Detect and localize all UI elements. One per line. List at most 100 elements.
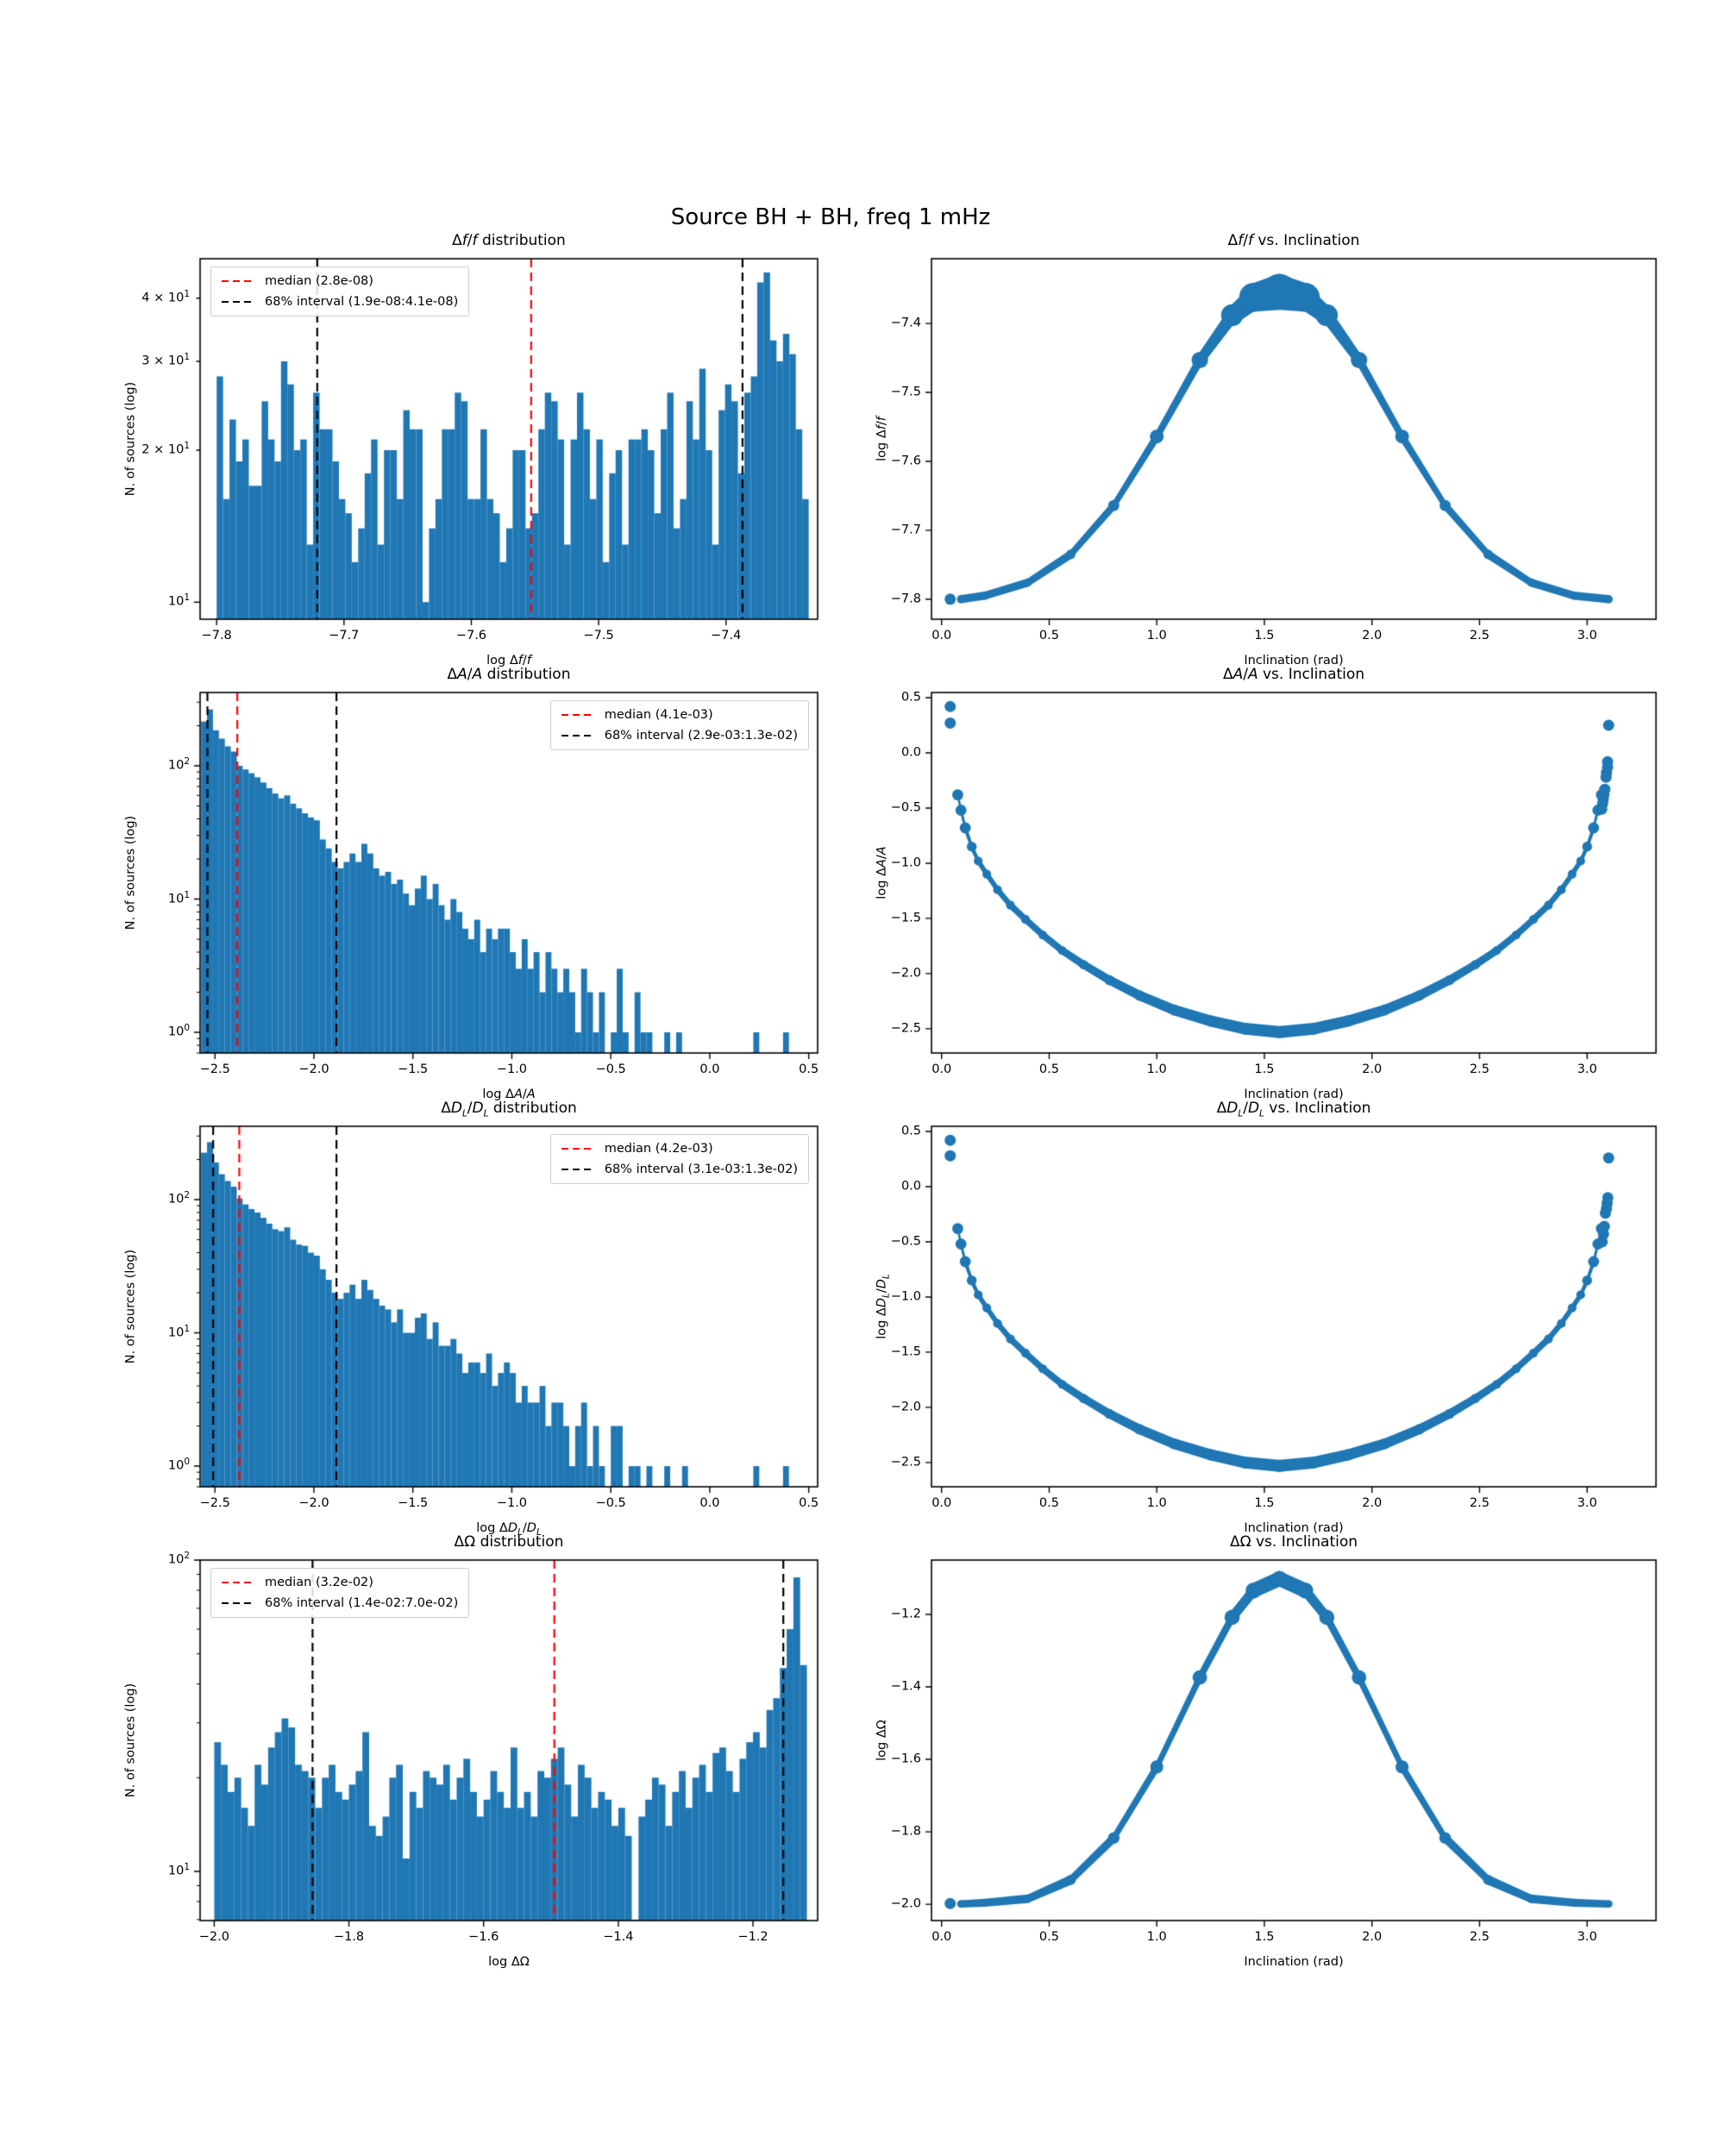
x-tick-label: −1.5	[398, 1062, 429, 1076]
legend-interval-entry: 68% interval (1.4e-02:7.0e-02)	[222, 1596, 458, 1610]
x-tick-label: 2.5	[1469, 629, 1490, 642]
interval-dash-sample	[222, 1601, 254, 1605]
legend-interval-entry: 68% interval (3.1e-03:1.3e-02)	[561, 1163, 798, 1176]
x-tick-label: 0.0	[699, 1496, 720, 1510]
x-axis-label: log ΔA/A	[482, 1087, 536, 1101]
y-tick-label: 101	[167, 592, 190, 609]
y-axis-label: N. of sources (log)	[123, 1249, 138, 1364]
y-tick-label: −1.2	[890, 1607, 921, 1621]
x-tick-label: −1.4	[603, 1930, 634, 1944]
y-tick-label: −1.5	[890, 911, 921, 925]
subplot-title: ΔΩ vs. Inclination	[1229, 1533, 1358, 1551]
y-tick-label: 0.5	[900, 690, 921, 705]
x-tick-label: −1.0	[496, 1062, 528, 1076]
median-dash-sample	[561, 1147, 594, 1150]
x-tick-label: 3.0	[1577, 1062, 1597, 1076]
x-tick-label: −7.4	[711, 629, 742, 642]
x-axis-label: Inclination (rad)	[1244, 1521, 1344, 1535]
y-tick-label: 101	[167, 1323, 190, 1340]
legend-median-entry: median (3.2e-02)	[222, 1576, 458, 1589]
subplot-title: ΔDL/DL vs. Inclination	[1216, 1100, 1371, 1119]
y-axis-label: log ΔA/A	[875, 846, 889, 899]
x-tick-label: 2.0	[1362, 629, 1383, 642]
y-tick-label: −7.8	[890, 592, 921, 606]
median-dash-sample	[222, 279, 254, 283]
y-axis-label: log ΔΩ	[875, 1720, 889, 1761]
y-tick-label: 3 × 101	[141, 351, 190, 368]
interval-dash-sample	[561, 734, 594, 737]
x-axis-label: log ΔΩ	[488, 1955, 530, 1969]
y-axis-label: N. of sources (log)	[123, 1683, 138, 1798]
y-axis-label: log Δf/f	[875, 417, 889, 461]
legend-label: median (3.2e-02)	[265, 1576, 373, 1589]
interval-dash-sample	[222, 300, 254, 304]
x-tick-label: 0.5	[1038, 1496, 1059, 1510]
y-tick-label: −2.5	[890, 1455, 921, 1470]
y-tick-label: −2.5	[890, 1021, 921, 1036]
x-tick-label: 0.0	[932, 1930, 952, 1944]
y-axis-label: N. of sources (log)	[123, 381, 138, 497]
x-tick-label: 0.5	[1038, 1062, 1059, 1076]
subplot-title: Δf/f vs. Inclination	[1227, 232, 1360, 249]
legend-label: 68% interval (2.9e-03:1.3e-02)	[604, 729, 798, 743]
subplot-title: ΔA/A distribution	[447, 666, 571, 683]
x-tick-label: 1.0	[1146, 1062, 1167, 1076]
legend: median (4.2e-03) 68% interval (3.1e-03:1.…	[549, 1134, 809, 1184]
x-tick-label: 1.5	[1254, 1496, 1275, 1510]
y-tick-label: −2.0	[890, 1400, 921, 1414]
x-axis-label: log ΔDL/DL	[476, 1521, 542, 1538]
y-tick-label: −7.5	[890, 385, 921, 399]
y-tick-label: −1.6	[890, 1752, 921, 1766]
x-tick-label: 1.0	[1146, 1930, 1167, 1944]
x-tick-label: −7.5	[583, 629, 614, 642]
legend-label: median (2.8e-08)	[265, 274, 373, 288]
x-tick-label: −1.2	[737, 1930, 768, 1944]
x-tick-label: 2.5	[1469, 1496, 1490, 1510]
x-tick-label: 0.5	[1038, 1930, 1059, 1944]
x-tick-label: −1.5	[398, 1496, 429, 1510]
x-tick-label: 1.5	[1254, 629, 1275, 642]
interval-dash-sample	[561, 1168, 594, 1171]
legend-median-entry: median (2.8e-08)	[222, 274, 458, 288]
legend: median (2.8e-08) 68% interval (1.9e-08:4.…	[210, 266, 470, 317]
y-tick-label: 0.0	[900, 745, 921, 760]
y-tick-label: −2.0	[890, 966, 921, 981]
y-tick-label: 102	[167, 1550, 190, 1567]
legend-median-entry: median (4.1e-03)	[561, 708, 798, 722]
x-tick-label: −7.8	[201, 629, 232, 642]
y-tick-label: −0.5	[890, 800, 921, 815]
x-tick-label: 3.0	[1577, 629, 1597, 642]
x-tick-label: 0.0	[932, 1496, 952, 1510]
y-tick-label: −1.0	[890, 856, 921, 870]
x-axis-label: Inclination (rad)	[1244, 654, 1344, 667]
x-tick-label: 3.0	[1577, 1496, 1597, 1510]
x-axis-label: Inclination (rad)	[1244, 1955, 1344, 1969]
y-tick-label: 101	[167, 1861, 190, 1878]
legend: median (3.2e-02) 68% interval (1.4e-02:7.…	[210, 1568, 470, 1618]
x-tick-label: 2.0	[1362, 1062, 1383, 1076]
y-axis-label: N. of sources (log)	[123, 815, 138, 931]
x-tick-label: −0.5	[595, 1496, 626, 1510]
legend-label: 68% interval (3.1e-03:1.3e-02)	[604, 1163, 798, 1176]
x-tick-label: 0.0	[932, 1062, 952, 1076]
y-tick-label: 100	[167, 1456, 190, 1473]
x-tick-label: 2.0	[1362, 1930, 1383, 1944]
subplot-title: Δf/f distribution	[452, 232, 566, 249]
median-dash-sample	[561, 713, 594, 717]
x-tick-label: 1.5	[1254, 1930, 1275, 1944]
legend-interval-entry: 68% interval (2.9e-03:1.3e-02)	[561, 729, 798, 743]
legend-interval-entry: 68% interval (1.9e-08:4.1e-08)	[222, 295, 458, 309]
x-tick-label: −1.8	[333, 1930, 365, 1944]
legend: median (4.1e-03) 68% interval (2.9e-03:1.…	[549, 700, 809, 750]
x-tick-label: 0.5	[799, 1062, 819, 1076]
legend-median-entry: median (4.2e-03)	[561, 1142, 798, 1156]
median-dash-sample	[222, 1581, 254, 1584]
subplot-title: ΔDL/DL distribution	[441, 1100, 577, 1119]
x-tick-label: −2.0	[298, 1062, 329, 1076]
legend-label: 68% interval (1.9e-08:4.1e-08)	[265, 295, 459, 309]
y-tick-label: −1.0	[890, 1289, 921, 1304]
y-tick-label: −1.8	[890, 1824, 921, 1839]
x-tick-label: 2.0	[1362, 1496, 1383, 1510]
x-tick-label: 1.5	[1254, 1062, 1275, 1076]
